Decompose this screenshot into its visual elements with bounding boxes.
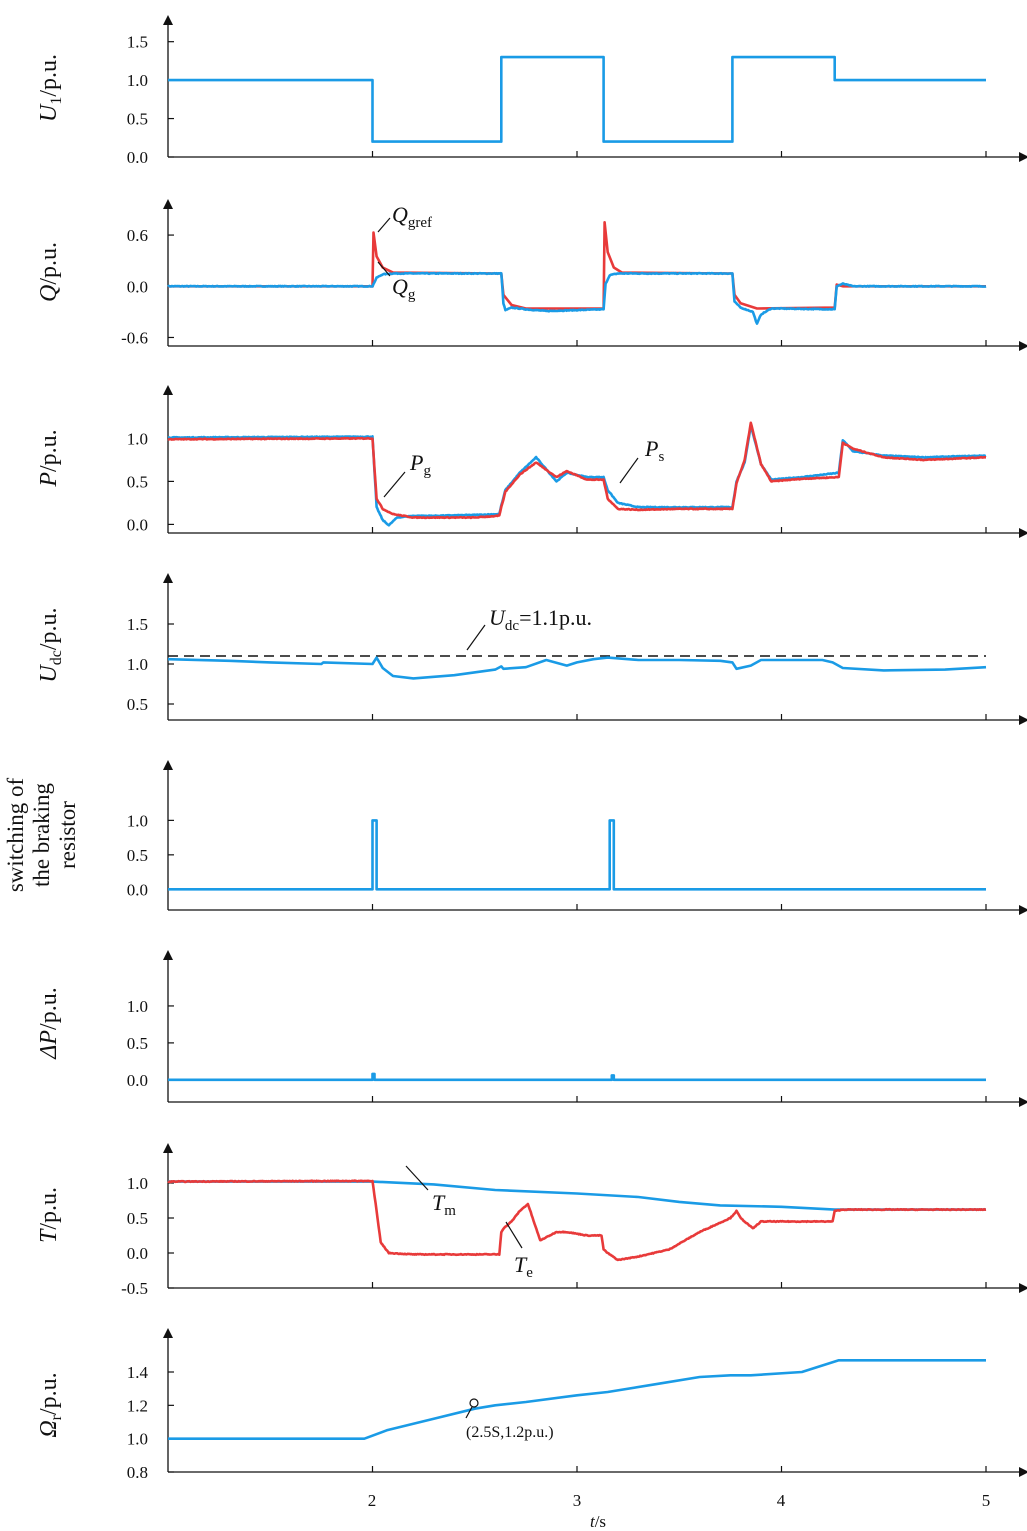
y-tick-label: 0.0	[127, 148, 148, 167]
y-axis-label-t: T/p.u.	[36, 1187, 62, 1243]
y-tick-label: -0.5	[121, 1279, 148, 1298]
x-tick-label: 5	[982, 1491, 991, 1510]
series-line-U1-blue	[168, 55, 986, 143]
panel-dP: 0.0 0.5 1.0	[127, 950, 1027, 1107]
y-tick-label: 0.6	[127, 226, 148, 245]
y-axis-label-udc: Udc/p.u.	[36, 607, 65, 682]
y-tick-label: 1.0	[127, 811, 148, 830]
y-axis-label-omega: Ωr/p.u.	[36, 1372, 65, 1437]
annotation-qgref: Qgref	[392, 202, 432, 231]
x-tick-label: 4	[777, 1491, 786, 1510]
y-tick-label: 1.0	[127, 655, 148, 674]
leader-line-qgref	[377, 217, 391, 233]
annotation-udc: Udc=1.1p.u.	[489, 605, 592, 634]
y-axis-label-q: Q/p.u.	[36, 242, 62, 302]
annotation-pg: Pg	[409, 450, 431, 479]
series-line-T-red	[167, 1179, 987, 1262]
y-tick-label: 1.0	[127, 71, 148, 90]
y-tick-label: 0.0	[127, 1071, 148, 1090]
y-tick-label: 0.0	[127, 880, 148, 899]
y-tick-label: 1.0	[127, 1430, 148, 1449]
y-tick-label: 0.5	[127, 695, 148, 714]
y-tick-label: 0.0	[127, 515, 148, 534]
panel-U1: 0.0 0.5 1.0 1.5	[127, 15, 1027, 167]
leader-line-omega	[465, 1406, 473, 1419]
y-tick-label: 0.5	[127, 846, 148, 865]
y-tick-label: 1.5	[127, 33, 148, 52]
series-line-Q-blue	[167, 271, 987, 325]
annotation-ps: Ps	[644, 436, 664, 465]
panel-brake: 0.0 0.5 1.0	[127, 760, 1027, 915]
annotation-tm: Tm	[432, 1190, 456, 1219]
annotation-te: Te	[514, 1252, 533, 1281]
series-line-Udc-blue	[167, 656, 987, 680]
leader-line-tm	[405, 1165, 429, 1191]
y-tick-label: 0.5	[127, 472, 148, 491]
y-tick-label: 0.5	[127, 110, 148, 129]
series-line-P-red	[167, 421, 987, 520]
panel-Udc: 0.5 1.0 1.5	[127, 573, 1027, 725]
leader-line-te	[505, 1221, 523, 1249]
x-tick-label: 2	[368, 1491, 377, 1510]
y-axis-label-p: P/p.u.	[36, 429, 62, 487]
marker-point-omega	[469, 1398, 479, 1408]
y-tick-label: 1.4	[127, 1363, 149, 1382]
y-tick-label: 1.2	[127, 1396, 148, 1415]
y-axis-label-u1: U1/p.u.	[36, 54, 65, 122]
leader-line-ps	[619, 457, 639, 484]
annotation-qg: Qg	[392, 274, 416, 303]
x-tick-label: 3	[573, 1491, 582, 1510]
y-tick-label: 1.5	[127, 615, 148, 634]
y-tick-label: 0.8	[127, 1463, 148, 1482]
y-tick-label: 1.0	[127, 429, 148, 448]
leader-line-pg	[383, 471, 406, 498]
leader-line-udc	[466, 624, 486, 651]
panel-Omega: 0.8 1.0 1.2 1.4	[127, 1328, 1027, 1482]
y-tick-label: 0.0	[127, 1244, 148, 1263]
panel-T: -0.5 0.0 0.5 1.0	[121, 1143, 1027, 1298]
y-tick-label: 0.5	[127, 1209, 148, 1228]
y-axis-label-brake: switching ofthe brakingresistor	[3, 777, 80, 892]
panel-Q: -0.6 0.0 0.6	[121, 199, 1027, 351]
series-line-Omega-blue	[168, 1359, 986, 1440]
leader-line-qg	[377, 261, 391, 277]
y-axis-label-dp: ΔP/p.u.	[36, 987, 62, 1059]
series-line-Q-red	[168, 221, 986, 310]
y-tick-label: -0.6	[121, 328, 148, 347]
series-line-brake-blue	[168, 819, 986, 891]
y-tick-label: 1.0	[127, 1174, 148, 1193]
y-tick-label: 0.5	[127, 1034, 148, 1053]
y-tick-label: 1.0	[127, 997, 148, 1016]
annotation-omega-point: (2.5S,1.2p.u.)	[466, 1424, 554, 1441]
series-line-T-blue	[168, 1180, 986, 1211]
x-axis-label: t/s	[590, 1512, 606, 1531]
series-line-dP-blue	[168, 1072, 986, 1082]
y-tick-label: 0.0	[127, 277, 148, 296]
panel-P: 0.0 0.5 1.0	[127, 385, 1027, 538]
